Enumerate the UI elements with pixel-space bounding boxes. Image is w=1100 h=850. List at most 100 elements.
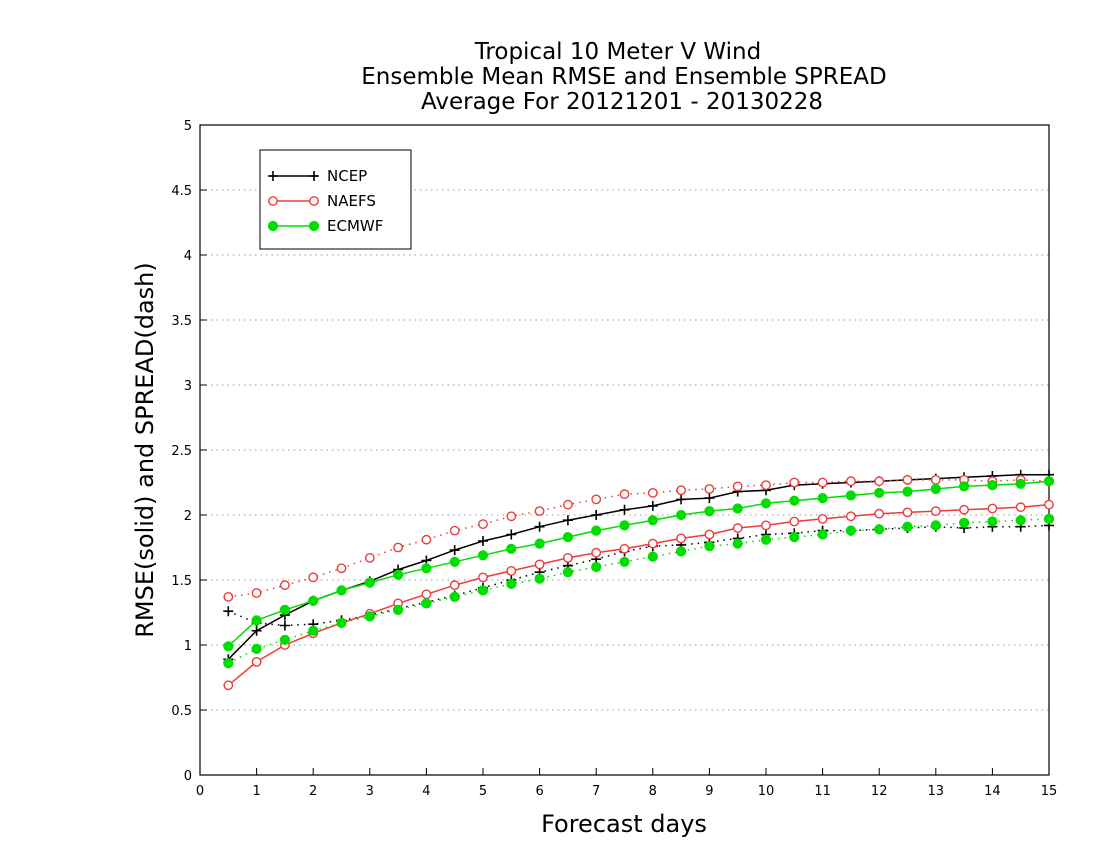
ecmwf-spread-point xyxy=(732,538,743,549)
naefs-spread-point xyxy=(563,499,573,510)
ecmwf-spread-point xyxy=(562,567,574,578)
ecmwf-spread-point xyxy=(336,617,347,629)
naefs-rmse-point xyxy=(478,572,488,583)
ecmwf-rmse-point xyxy=(732,503,743,514)
x-tick-label: 2 xyxy=(309,784,317,799)
title-line-1: Tropical 10 Meter V Wind xyxy=(474,39,761,65)
naefs-spread-point xyxy=(279,580,290,591)
x-tick-label: 7 xyxy=(592,784,600,799)
naefs-rmse-point xyxy=(1015,502,1026,513)
naefs-rmse-point xyxy=(223,680,234,691)
naefs-rmse-point xyxy=(987,503,998,514)
ecmwf-rmse-point xyxy=(845,490,857,501)
naefs-spread-point xyxy=(478,519,488,529)
ecmwf-spread-point xyxy=(704,541,715,552)
y-tick-label: 0.5 xyxy=(171,704,192,719)
x-tick-label: 9 xyxy=(705,784,713,799)
ecmwf-rmse-point xyxy=(562,532,574,543)
legend-ecmwf-marker xyxy=(267,220,279,232)
naefs-rmse-point xyxy=(761,520,771,531)
ecmwf-rmse-point xyxy=(477,550,489,561)
ecmwf-rmse-point xyxy=(534,538,545,549)
y-tick-label: 3 xyxy=(184,379,192,394)
naefs-rmse-point xyxy=(704,529,715,540)
naefs-spread-line xyxy=(228,479,1050,598)
x-tick-label: 13 xyxy=(928,784,945,799)
ecmwf-spread-point xyxy=(1043,513,1055,525)
naefs-spread-point xyxy=(846,476,856,487)
legend-box xyxy=(259,149,412,250)
ecmwf-rmse-point xyxy=(591,525,602,536)
ecmwf-spread-point xyxy=(845,525,857,536)
naefs-spread-point xyxy=(789,477,800,488)
naefs-spread-point xyxy=(364,553,375,563)
x-tick-label: 5 xyxy=(479,784,487,799)
naefs-rmse-point xyxy=(789,516,800,527)
ncep-rmse-point xyxy=(449,545,460,556)
naefs-rmse-point xyxy=(902,507,913,518)
legend-ncep-marker xyxy=(309,171,319,181)
x-tick-label: 0 xyxy=(196,784,204,799)
ncep-spread-line xyxy=(228,524,1050,627)
legend-naefs-label: NAEFS xyxy=(327,192,376,210)
x-tick-label: 11 xyxy=(814,784,831,799)
naefs-spread-point xyxy=(874,476,885,487)
naefs-rmse-point xyxy=(534,559,545,570)
ecmwf-rmse-point xyxy=(647,515,658,526)
ecmwf-rmse-point xyxy=(336,585,347,596)
x-tick-label: 8 xyxy=(649,784,657,799)
ecmwf-spread-point xyxy=(619,556,630,567)
series-group xyxy=(223,469,1055,691)
naefs-rmse-point xyxy=(846,511,856,522)
naefs-spread-point xyxy=(421,534,432,545)
ecmwf-spread-point xyxy=(817,529,828,540)
ecmwf-rmse-point xyxy=(676,509,687,521)
ncep-spread-point xyxy=(223,606,234,617)
x-tick-label: 12 xyxy=(871,784,888,799)
ecmwf-spread-point xyxy=(251,643,262,655)
ecmwf-spread-point xyxy=(308,625,319,636)
ecmwf-rmse-point xyxy=(1015,478,1026,489)
naefs-spread-point xyxy=(902,474,913,485)
x-tick-label: 3 xyxy=(366,784,374,799)
ecmwf-spread-point xyxy=(647,551,658,562)
ecmwf-spread-point xyxy=(1015,515,1026,526)
ecmwf-rmse-point xyxy=(789,495,800,506)
ecmwf-rmse-point xyxy=(279,604,290,616)
naefs-spread-point xyxy=(732,481,743,492)
chart-title: Tropical 10 Meter V Wind Ensemble Mean R… xyxy=(361,39,886,115)
naefs-rmse-point xyxy=(449,580,460,591)
ecmwf-rmse-point xyxy=(393,569,404,580)
ecmwf-spread-point xyxy=(676,546,687,557)
x-tick-label: 14 xyxy=(984,784,1001,799)
y-axis-label: RMSE(solid) and SPREAD(dash) xyxy=(131,262,159,638)
naefs-rmse-point xyxy=(251,657,262,667)
x-axis-label: Forecast days xyxy=(541,810,707,838)
naefs-rmse-point xyxy=(619,543,630,554)
naefs-spread-point xyxy=(591,494,602,505)
ecmwf-spread-point xyxy=(223,658,234,669)
naefs-spread-point xyxy=(817,477,828,488)
ecmwf-rmse-point xyxy=(223,641,234,652)
ecmwf-spread-point xyxy=(902,521,913,532)
ecmwf-rmse-point xyxy=(874,487,885,498)
y-tick-label: 4 xyxy=(184,249,192,264)
ecmwf-rmse-point xyxy=(421,563,432,574)
legend: NCEP NAEFS ECMWF xyxy=(259,149,412,250)
ncep-rmse-point xyxy=(647,500,658,511)
ecmwf-spread-point xyxy=(959,517,970,528)
y-tick-label: 5 xyxy=(184,119,192,134)
ncep-rmse-point xyxy=(591,510,602,520)
naefs-spread-point xyxy=(251,588,262,598)
ecmwf-spread-point xyxy=(789,532,800,543)
legend-ecmwf-label: ECMWF xyxy=(327,217,383,235)
naefs-spread-point xyxy=(534,506,545,516)
ecmwf-spread-point xyxy=(477,585,489,596)
ecmwf-spread-point xyxy=(421,598,432,609)
naefs-rmse-point xyxy=(563,553,573,563)
y-tick-label: 2 xyxy=(184,509,192,524)
legend-ecmwf-marker xyxy=(308,220,320,232)
naefs-spread-point xyxy=(761,480,771,490)
ecmwf-spread-point xyxy=(506,578,517,590)
